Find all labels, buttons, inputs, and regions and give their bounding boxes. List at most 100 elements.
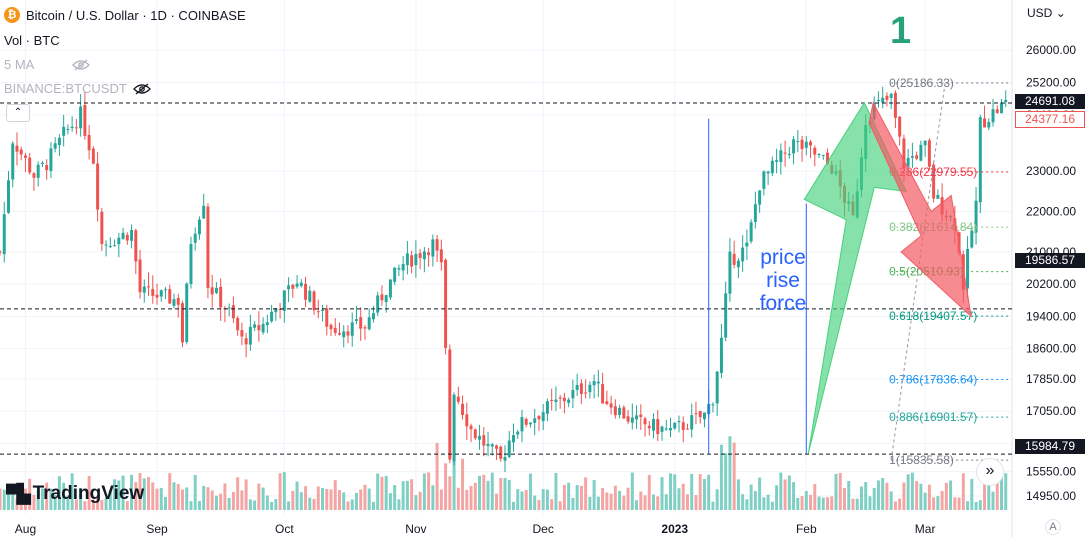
volume-bar — [707, 474, 711, 510]
green-rise-arrow — [803, 101, 908, 454]
volume-bar — [995, 481, 999, 510]
volume-bar — [656, 496, 660, 510]
y-tick-label: 25200.00 — [1026, 75, 1076, 89]
candle-body — [787, 154, 791, 156]
volume-bar — [775, 485, 779, 510]
volume-bar — [949, 480, 953, 510]
volume-bar — [371, 501, 375, 510]
volume-bar — [783, 479, 787, 510]
candle-body — [159, 290, 163, 297]
candle-body — [70, 126, 74, 129]
candle-body — [151, 289, 155, 296]
candle-body — [265, 322, 269, 326]
candle-body — [983, 118, 987, 128]
ma-label[interactable]: 5 MA — [4, 57, 35, 72]
volume-bar — [906, 474, 910, 510]
volume-bar — [57, 476, 61, 510]
candle-body — [19, 149, 23, 155]
volume-bar — [660, 477, 664, 510]
candle-body — [397, 268, 401, 270]
volume-bar — [151, 482, 155, 510]
volume-bar — [834, 473, 838, 510]
volume-bar — [592, 479, 596, 510]
candle-body — [367, 317, 371, 330]
volume-bar — [367, 488, 371, 510]
volume-bar — [19, 485, 23, 510]
candle-body — [180, 303, 184, 343]
y-tick-label: 20200.00 — [1026, 277, 1076, 291]
volume-bar — [881, 478, 885, 510]
candle-body — [214, 287, 218, 293]
volume-bar — [753, 491, 757, 510]
candle-body — [113, 245, 117, 247]
price-rise-annotation[interactable]: price rise force — [759, 246, 807, 315]
y-tick-label: 19400.00 — [1026, 309, 1076, 323]
candle-body — [11, 143, 15, 180]
volume-bar — [210, 490, 214, 510]
tradingview-logo[interactable]: ▀▙ TradingView — [6, 483, 144, 505]
scroll-to-realtime-button[interactable]: » — [976, 458, 1004, 486]
price-tag-level-mid: 19586.57 — [1015, 253, 1085, 268]
candle-body — [936, 194, 940, 199]
candle-body — [49, 148, 53, 171]
volume-bar — [838, 472, 842, 510]
volume-bar — [652, 494, 656, 510]
volume-bar — [932, 497, 936, 510]
candle-body — [401, 264, 405, 271]
volume-bar — [342, 492, 346, 510]
candle-body — [1000, 102, 1003, 114]
candle-body — [550, 399, 554, 401]
candle-body — [749, 222, 753, 242]
volume-bar — [354, 492, 358, 510]
volume-bar — [758, 477, 762, 510]
volume-bar — [427, 472, 431, 510]
volume-bar — [244, 479, 248, 510]
volume-label[interactable]: Vol · BTC — [4, 33, 60, 48]
volume-bar — [240, 490, 244, 510]
candle-body — [919, 144, 923, 161]
volume-bar — [749, 484, 753, 510]
candle-body — [690, 415, 694, 430]
volume-bar — [197, 501, 201, 510]
candle-body — [724, 293, 728, 338]
collapse-legend-button[interactable]: ⌃ — [6, 104, 30, 122]
candle-body — [792, 139, 796, 154]
symbol-title[interactable]: Bitcoin / U.S. Dollar · 1D · COINBASE — [26, 7, 246, 23]
volume-bar — [694, 495, 698, 510]
volume-bar — [397, 499, 401, 510]
volume-bar — [974, 501, 978, 510]
candle-body — [227, 307, 231, 309]
auto-scale-button[interactable]: A — [1045, 519, 1061, 535]
candle-body — [439, 249, 443, 263]
y-tick-label: 26000.00 — [1026, 43, 1076, 57]
volume-bar — [910, 472, 914, 510]
volume-bar — [953, 497, 957, 510]
candle-body — [248, 326, 252, 345]
eye-off-icon[interactable] — [132, 83, 151, 95]
volume-bar — [291, 490, 295, 510]
volume-bar — [626, 487, 630, 510]
volume-bar — [147, 477, 151, 510]
candle-body — [104, 244, 108, 246]
candle-body — [762, 171, 766, 189]
volume-bar — [270, 501, 274, 510]
candle-body — [299, 282, 303, 286]
candle-body — [817, 153, 821, 155]
volume-bar — [770, 501, 774, 510]
candle-body — [876, 100, 880, 102]
volume-bar — [91, 499, 95, 510]
volume-bar — [571, 497, 575, 510]
candle-body — [282, 290, 286, 311]
volume-bar — [685, 494, 689, 510]
compare-symbol-label[interactable]: BINANCE:BTCUSDT — [4, 81, 127, 96]
currency-selector[interactable]: USD ⌄ — [1027, 6, 1066, 20]
volume-bar — [507, 480, 511, 510]
eye-off-icon[interactable] — [72, 59, 91, 71]
volume-bar — [231, 491, 235, 510]
candle-body — [23, 155, 27, 158]
volume-bar — [804, 491, 808, 510]
candle-body — [274, 308, 278, 313]
candle-body — [130, 230, 134, 241]
candle-body — [278, 309, 282, 311]
